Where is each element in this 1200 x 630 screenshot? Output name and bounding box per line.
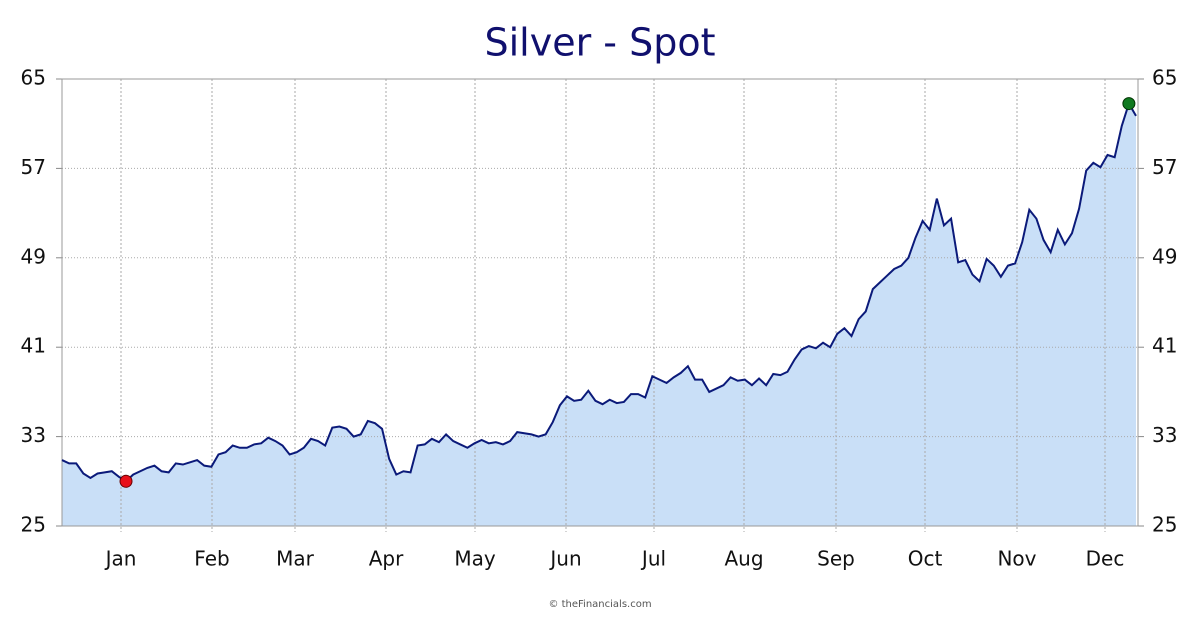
x-tick-label: May [454, 547, 496, 571]
y2-tick-label: 25 [1152, 513, 1177, 537]
x-tick-label: Dec [1086, 547, 1125, 571]
max-marker [1122, 97, 1136, 111]
x-tick-label: Sep [817, 547, 855, 571]
x-tick-label: Oct [908, 547, 943, 571]
y-tick-label: 49 [21, 244, 46, 268]
x-tick-label: Jun [548, 547, 581, 571]
x-tick-label: Apr [369, 547, 404, 571]
x-tick-label: Jan [104, 547, 137, 571]
x-tick-label: Aug [724, 547, 763, 571]
y-tick-label: 33 [21, 423, 46, 447]
min-marker [119, 474, 133, 488]
y2-tick-label: 33 [1152, 423, 1177, 447]
y2-tick-label: 49 [1152, 244, 1177, 268]
y-tick-label: 41 [21, 334, 46, 358]
y-tick-label: 65 [21, 66, 46, 90]
y2-tick-label: 57 [1152, 155, 1177, 179]
chart-title: Silver - Spot [485, 21, 716, 65]
y2-tick-label: 65 [1152, 66, 1177, 90]
x-tick-label: Jul [640, 547, 666, 571]
x-tick-label: Feb [194, 547, 229, 571]
y-tick-label: 57 [21, 155, 46, 179]
line [61, 101, 1137, 483]
y-tick-label: 25 [21, 513, 46, 537]
area [62, 103, 1136, 527]
x-tick-label: Mar [276, 547, 315, 571]
x-tick-label: Nov [997, 547, 1036, 571]
credit: © theFinancials.com [548, 599, 651, 610]
plot-frame [61, 78, 1139, 527]
y2-tick-label: 41 [1152, 334, 1177, 358]
